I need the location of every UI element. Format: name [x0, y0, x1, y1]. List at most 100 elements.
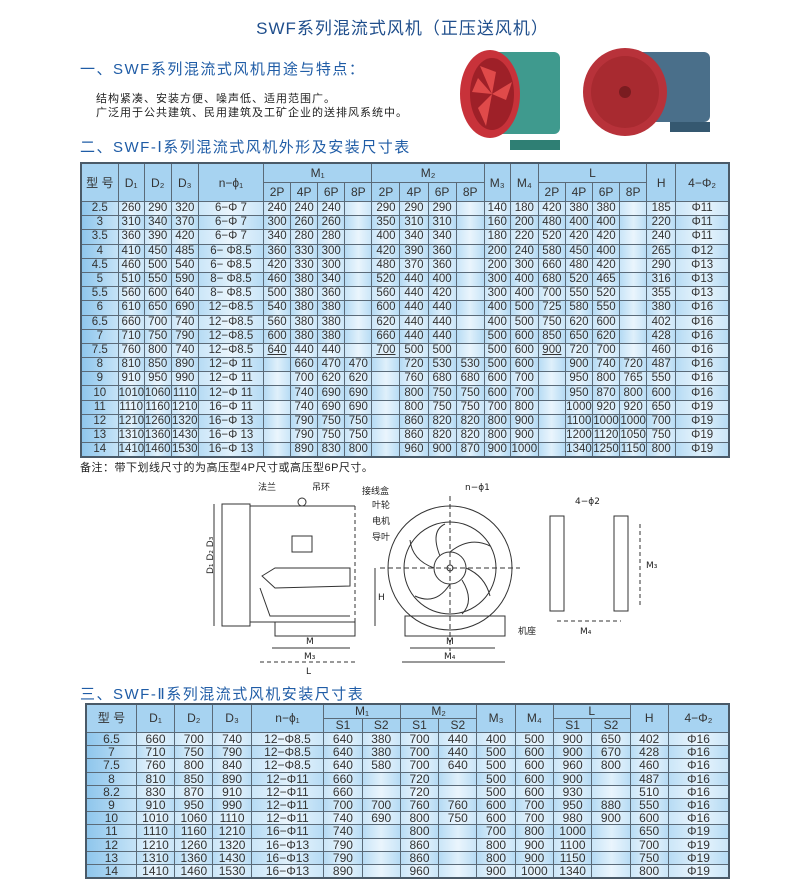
table-row: 14 1410 1460 1530 16−Φ13 890 960 900 1000 1340 800…: [85, 863, 730, 879]
table-cell: 280: [317, 229, 346, 245]
table-cell: 310: [117, 215, 145, 231]
table-cell: 860: [399, 413, 429, 430]
model-cell: 8: [80, 357, 119, 373]
table-cell: Φ19: [675, 427, 730, 444]
table-cell: 790: [290, 413, 319, 430]
table-cell: 750: [317, 427, 346, 444]
table-cell: 485: [170, 243, 199, 259]
table-cell: 950: [552, 797, 593, 813]
col-l: L: [537, 162, 648, 183]
model-cell: 7.5: [85, 758, 137, 773]
table-cell: 420: [537, 200, 566, 217]
table-cell: 400: [483, 314, 511, 330]
table-cell: 890: [170, 357, 199, 373]
table-cell: Φ16: [675, 357, 730, 373]
model-cell: 3.5: [80, 229, 119, 245]
col-m1: M₁: [323, 703, 401, 719]
table-cell: 240: [509, 243, 539, 259]
col-d1: D₁: [135, 703, 176, 733]
col-4-phi2: 4−Φ₂: [667, 703, 730, 733]
model-cell: 10: [80, 385, 119, 401]
table-cell: 660: [371, 328, 401, 344]
table-cell: 900: [514, 837, 554, 852]
table-cell: 360: [427, 257, 457, 273]
table-cell: 480: [371, 257, 401, 273]
col-type: 型 号: [80, 162, 119, 202]
table-cell: 16−Φ 13: [197, 442, 265, 458]
table-cell: [263, 399, 292, 415]
label-flange: 法兰: [258, 481, 276, 493]
table-cell: 870: [592, 385, 621, 401]
flange-shape: [221, 503, 251, 627]
table-cell: 1150: [619, 442, 648, 458]
table-cell: 1160: [174, 824, 214, 839]
table-cell: 12−Φ8.5: [197, 342, 265, 359]
table-cell: 750: [317, 413, 346, 430]
table-cell: 800: [476, 837, 516, 852]
table-cell: 12−Φ 11: [197, 371, 265, 387]
base-plate-right: [613, 515, 629, 612]
section1-heading: 一、SWF系列混流式风机用途与特点：: [80, 61, 366, 78]
table-row: 4.5 460 500 540 6− Φ8.5 420 330 300 480 370 360 200…: [80, 257, 730, 273]
table-cell: 440: [427, 328, 457, 344]
table-cell: [455, 271, 485, 288]
table-cell: Φ16: [675, 342, 730, 359]
table-cell: 400: [509, 271, 539, 288]
table-cell: 650: [646, 399, 677, 415]
section3-heading: 三、SWF-Ⅱ系列混流式风机安装尺寸表: [80, 686, 365, 703]
model-cell: 13: [85, 850, 137, 865]
table-cell: 920: [592, 399, 621, 415]
table-cell: 560: [371, 286, 401, 302]
table-cell: 950: [564, 385, 594, 401]
table-cell: 550: [564, 286, 594, 302]
table-cell: 180: [483, 229, 511, 245]
model-cell: 11: [80, 399, 119, 415]
table-cell: 600: [143, 286, 172, 302]
label-m4-base: M₄: [580, 627, 592, 637]
table-cell: 1110: [117, 399, 145, 415]
table-cell: 1530: [212, 863, 252, 879]
col-sub-s2: S2: [591, 718, 631, 733]
fan-photo-front: [460, 50, 560, 150]
table-cell: 16−Φ 11: [197, 399, 265, 415]
table-cell: 750: [629, 850, 669, 865]
table-cell: 1250: [592, 442, 621, 458]
table-cell: 440: [427, 300, 457, 316]
table-cell: 650: [143, 300, 172, 316]
table-cell: 220: [646, 215, 677, 231]
table-cell: 960: [399, 863, 440, 879]
table-cell: [438, 771, 478, 786]
table-cell: 6− Φ8.5: [197, 257, 265, 273]
table-cell: 1110: [135, 824, 176, 839]
table-cell: [591, 837, 631, 852]
table-cell: 850: [174, 771, 214, 786]
table-cell: 700: [143, 314, 172, 330]
table-cell: 710: [135, 745, 176, 760]
table-cell: 380: [361, 745, 401, 760]
table-cell: 400: [509, 286, 539, 302]
table-cell: [344, 314, 373, 330]
table-cell: Φ19: [675, 413, 730, 430]
table-cell: 890: [290, 442, 319, 458]
table-cell: 12−Φ8.5: [250, 758, 325, 773]
table-cell: [619, 215, 648, 231]
table-cell: [438, 850, 478, 865]
table-cell: 500: [476, 784, 516, 799]
table-cell: 750: [174, 745, 214, 760]
table-cell: 370: [399, 257, 429, 273]
table-cell: 750: [537, 314, 566, 330]
table-cell: 355: [646, 286, 677, 302]
table-cell: [371, 427, 401, 444]
table-cell: Φ16: [675, 314, 730, 330]
table-row: 11 1110 1160 1210 16−Φ 11 740 690 690 800 750 750 7…: [80, 399, 730, 415]
table-cell: 1060: [143, 385, 172, 401]
col-type: 型 号: [85, 703, 137, 733]
table-cell: 520: [537, 229, 566, 245]
table-cell: 810: [135, 771, 176, 786]
table-cell: [537, 371, 566, 387]
table-note: 备注：带下划线尺寸的为高压型4P尺寸或高压型6P尺寸。: [80, 462, 374, 474]
table-cell: 160: [483, 215, 511, 231]
table-cell: 690: [170, 300, 199, 316]
table-cell: 1310: [135, 850, 176, 865]
